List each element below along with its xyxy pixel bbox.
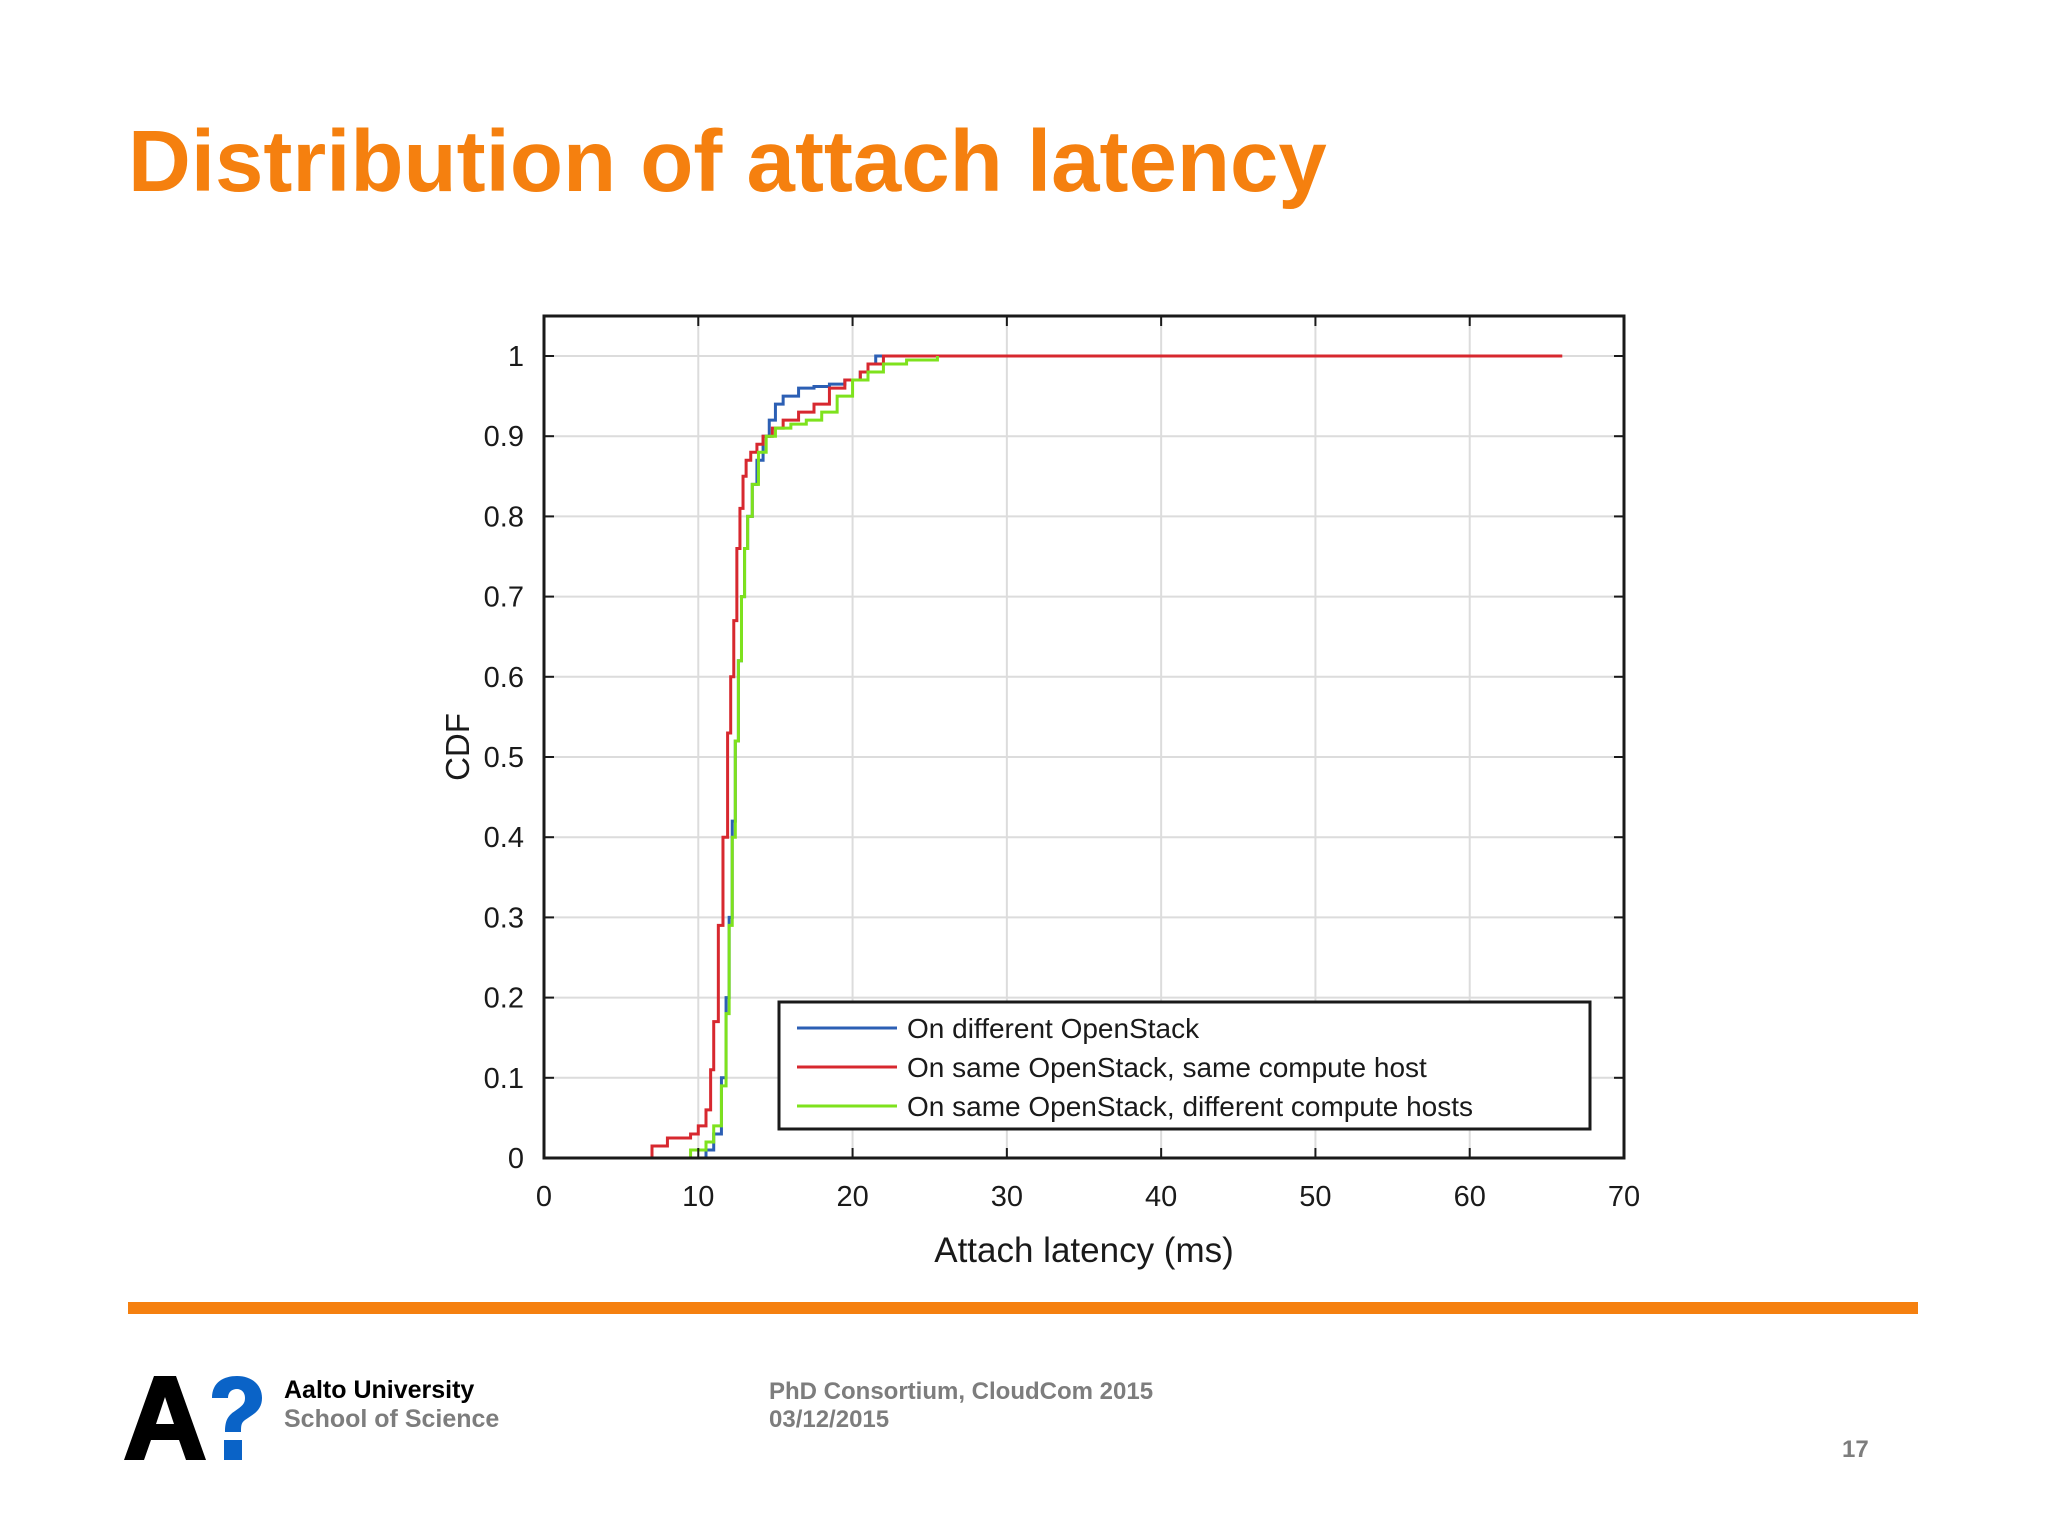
- y-tick-label: 0.7: [484, 582, 524, 614]
- page-number: 17: [1842, 1436, 1869, 1463]
- x-tick-label: 10: [682, 1181, 714, 1213]
- plot-frame: [542, 314, 1626, 1160]
- logo-letter-a: [124, 1376, 206, 1460]
- legend-box: [777, 1000, 1592, 1131]
- y-axis-label: CDF: [439, 713, 476, 781]
- y-tick-label: 0: [508, 1143, 524, 1175]
- legend-label: On different OpenStack: [907, 1013, 1200, 1044]
- event-date: 03/12/2015: [769, 1406, 890, 1433]
- x-tick-label: 20: [836, 1181, 868, 1213]
- x-tick-label: 70: [1608, 1181, 1640, 1213]
- y-tick-label: 0.8: [484, 501, 524, 533]
- chart-series: [644, 354, 1563, 1160]
- y-tick-label: 0.6: [484, 662, 524, 694]
- aalto-logo: [124, 1376, 262, 1460]
- x-tick-label: 30: [991, 1181, 1023, 1213]
- logo-question-mark: [212, 1376, 262, 1460]
- chart-legend: On different OpenStack On same OpenStack,…: [777, 1000, 1592, 1131]
- chart-ticks: 0 10 20 30 40 50 60 70 0 0.1 0.2 0.3 0.4 0.5 0.6 0.7 0.8…: [484, 316, 1640, 1213]
- y-tick-label: 0.2: [484, 983, 524, 1015]
- university-name: Aalto University: [284, 1376, 475, 1404]
- series-line: [679, 356, 939, 1160]
- school-name: School of Science: [284, 1405, 500, 1433]
- cdf-chart: 0 10 20 30 40 50 60 70 0 0.1 0.2 0.3 0.4 0.5 0.6 0.7 0.8…: [439, 314, 1640, 1270]
- x-axis-label: Attach latency (ms): [934, 1231, 1234, 1270]
- x-tick-label: 50: [1299, 1181, 1331, 1213]
- y-tick-label: 0.1: [484, 1063, 524, 1095]
- x-tick-label: 60: [1454, 1181, 1486, 1213]
- y-tick-label: 0.3: [484, 902, 524, 934]
- x-tick-label: 40: [1145, 1181, 1177, 1213]
- legend-label: On same OpenStack, different compute hos…: [907, 1091, 1473, 1122]
- y-tick-label: 0.9: [484, 421, 524, 453]
- series-line: [644, 354, 1563, 1160]
- footer-divider: [128, 1302, 1918, 1314]
- x-tick-label: 0: [536, 1181, 552, 1213]
- event-name: PhD Consortium, CloudCom 2015: [769, 1378, 1154, 1405]
- y-tick-label: 0.5: [484, 742, 524, 774]
- legend-label: On same OpenStack, same compute host: [907, 1052, 1427, 1083]
- y-tick-label: 0.4: [484, 822, 524, 854]
- y-tick-label: 1: [508, 341, 524, 373]
- slide-title: Distribution of attach latency: [128, 113, 1327, 210]
